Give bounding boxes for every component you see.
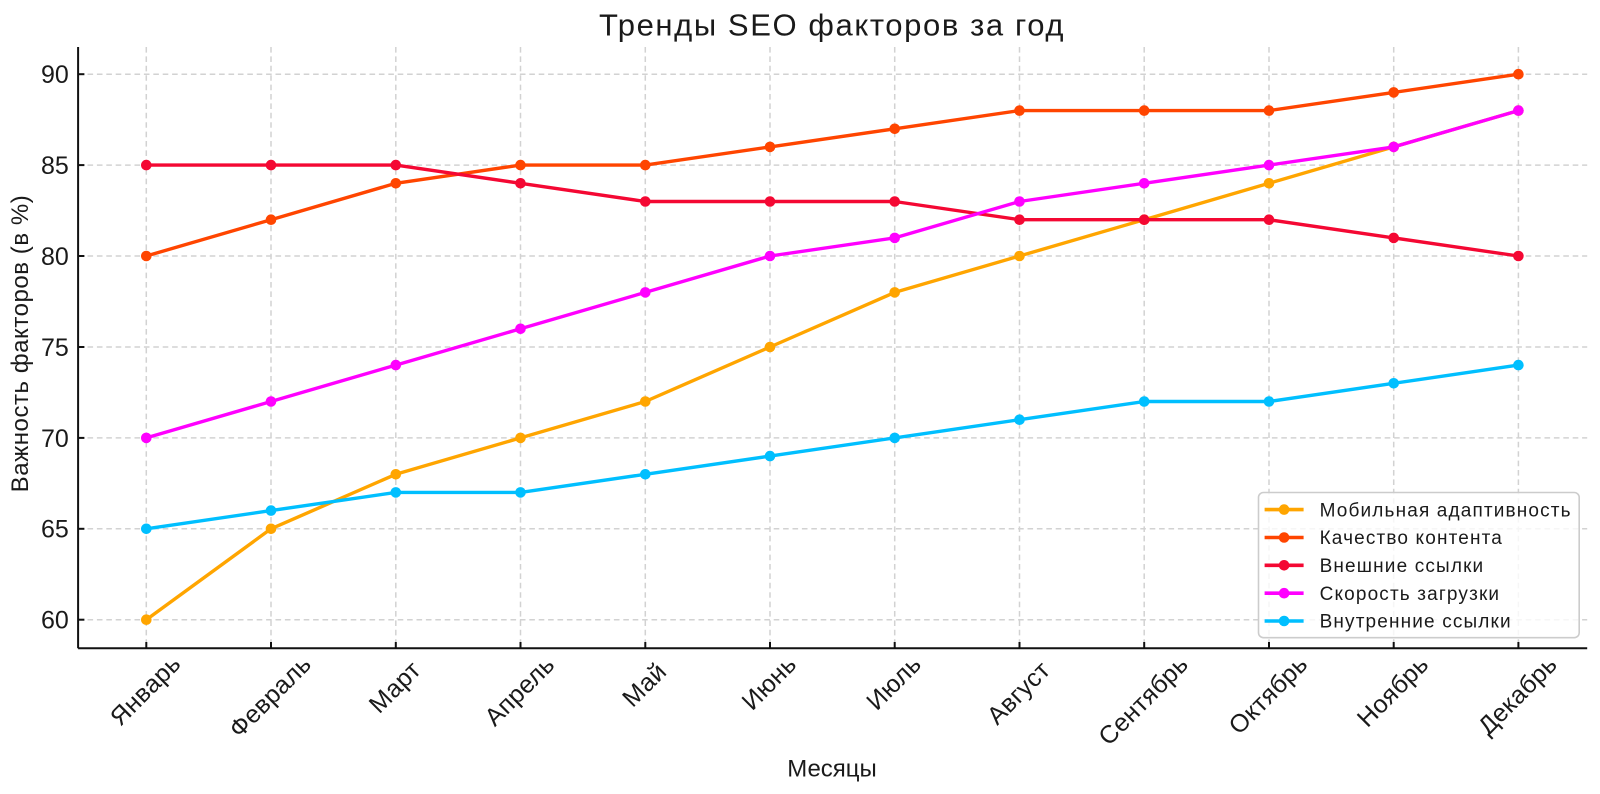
svg-text:Апрель: Апрель [479,651,560,732]
svg-text:90: 90 [41,61,69,89]
svg-text:Сентябрь: Сентябрь [1093,650,1194,751]
svg-text:Ноябрь: Ноябрь [1352,650,1434,732]
svg-text:Мобильная адаптивность: Мобильная адаптивность [1320,500,1572,521]
svg-text:Август: Август [982,656,1056,730]
svg-text:Декабрь: Декабрь [1473,650,1563,740]
svg-text:85: 85 [41,152,69,180]
svg-text:Июнь: Июнь [737,650,803,716]
svg-text:Тренды SEO факторов за год: Тренды SEO факторов за год [599,8,1065,43]
svg-text:Октябрь: Октябрь [1223,650,1313,740]
svg-text:Внутренние ссылки: Внутренние ссылки [1320,612,1512,633]
svg-text:Скорость загрузки: Скорость загрузки [1320,584,1501,605]
svg-text:60: 60 [41,607,69,635]
svg-text:Качество контента: Качество контента [1320,528,1503,549]
svg-text:Важность факторов (в %): Важность факторов (в %) [7,195,34,493]
svg-text:80: 80 [41,243,69,271]
svg-text:65: 65 [41,516,69,544]
svg-text:Май: Май [617,658,672,713]
svg-text:Месяцы: Месяцы [787,755,877,782]
svg-text:Июль: Июль [861,650,927,716]
svg-text:75: 75 [41,334,69,362]
svg-text:Январь: Январь [105,650,187,732]
svg-text:Март: Март [364,656,427,719]
svg-text:Февраль: Февраль [224,650,317,743]
svg-text:Внешние ссылки: Внешние ссылки [1320,556,1485,577]
svg-text:70: 70 [41,425,69,453]
